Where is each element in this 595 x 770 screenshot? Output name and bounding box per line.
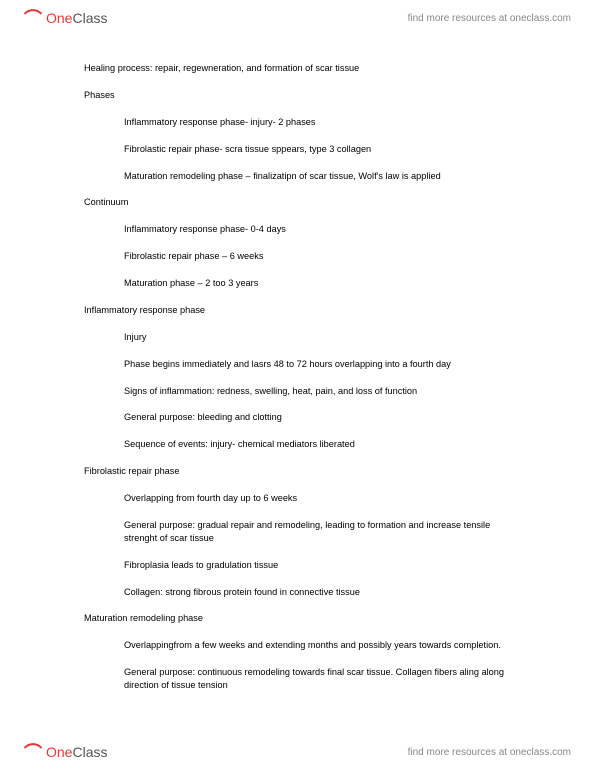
- note-heading: Phases: [84, 89, 524, 102]
- note-line: Maturation remodeling phase – finalizati…: [124, 170, 524, 183]
- logo-text-one: One: [46, 10, 72, 26]
- note-line: Overlappingfrom a few weeks and extendin…: [124, 639, 524, 652]
- logo-text-class-footer: Class: [72, 744, 107, 760]
- note-line: General purpose: gradual repair and remo…: [124, 519, 524, 545]
- note-line: Fibrolastic repair phase – 6 weeks: [124, 250, 524, 263]
- note-line: Overlapping from fourth day up to 6 week…: [124, 492, 524, 505]
- note-line: General purpose: bleeding and clotting: [124, 411, 524, 424]
- note-line: Inflammatory response phase- injury- 2 p…: [124, 116, 524, 129]
- note-line: Healing process: repair, regewneration, …: [84, 62, 524, 75]
- note-heading: Continuum: [84, 196, 524, 209]
- note-line: General purpose: continuous remodeling t…: [124, 666, 524, 692]
- note-line: Collagen: strong fibrous protein found i…: [124, 586, 524, 599]
- logo-text: OneClass: [46, 10, 107, 26]
- note-line: Sequence of events: injury- chemical med…: [124, 438, 524, 451]
- note-heading: Fibrolastic repair phase: [84, 465, 524, 478]
- logo-text-one-footer: One: [46, 744, 72, 760]
- resources-link-top[interactable]: find more resources at oneclass.com: [408, 13, 571, 24]
- note-line: Inflammatory response phase- 0-4 days: [124, 223, 524, 236]
- resources-link-bottom[interactable]: find more resources at oneclass.com: [408, 747, 571, 758]
- logo-text-class: Class: [72, 10, 107, 26]
- logo-icon: ⌒: [24, 739, 42, 765]
- brand-logo-footer[interactable]: ⌒ OneClass: [24, 739, 107, 765]
- brand-logo[interactable]: ⌒ OneClass: [24, 5, 107, 31]
- page-header: ⌒ OneClass find more resources at onecla…: [0, 0, 595, 36]
- note-line: Signs of inflammation: redness, swelling…: [124, 385, 524, 398]
- note-heading: Maturation remodeling phase: [84, 612, 524, 625]
- note-line: Maturation phase – 2 too 3 years: [124, 277, 524, 290]
- note-line: Fibrolastic repair phase- scra tissue sp…: [124, 143, 524, 156]
- note-line: Fibroplasia leads to gradulation tissue: [124, 559, 524, 572]
- note-heading: Inflammatory response phase: [84, 304, 524, 317]
- logo-icon: ⌒: [24, 5, 42, 31]
- page-footer: ⌒ OneClass find more resources at onecla…: [0, 734, 595, 770]
- notes-body: Healing process: repair, regewneration, …: [84, 62, 524, 706]
- note-line: Phase begins immediately and lasrs 48 to…: [124, 358, 524, 371]
- logo-text-footer: OneClass: [46, 744, 107, 760]
- note-line: Injury: [124, 331, 524, 344]
